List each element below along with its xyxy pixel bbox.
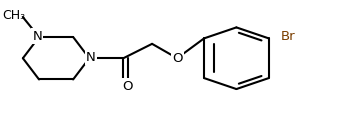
Text: N: N [32, 30, 42, 43]
Text: O: O [122, 80, 133, 93]
Text: N: N [86, 51, 96, 64]
Text: Br: Br [281, 31, 296, 43]
Text: O: O [172, 52, 182, 65]
Text: CH₃: CH₃ [2, 9, 25, 22]
